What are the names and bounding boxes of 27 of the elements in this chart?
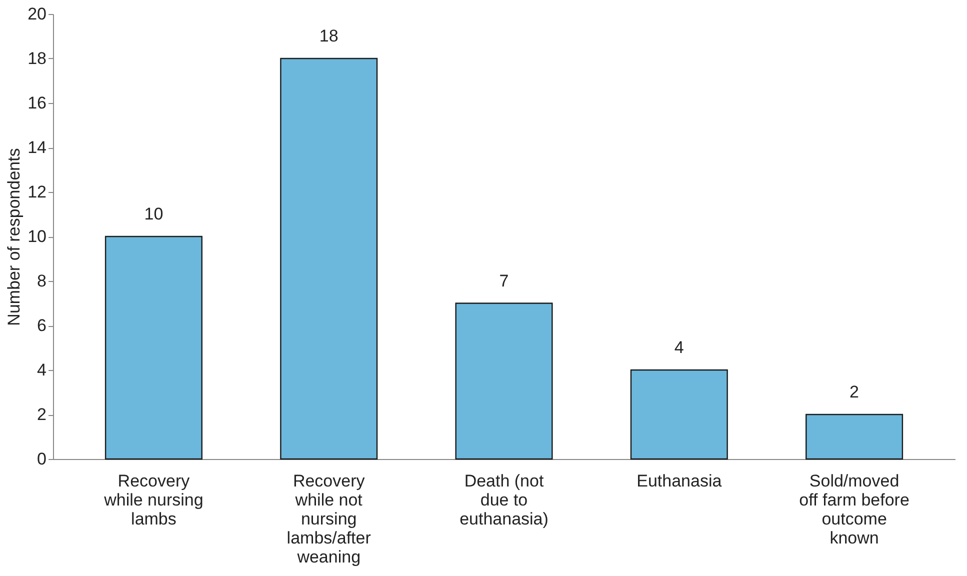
- data-label: 7: [499, 271, 509, 290]
- bar: [806, 414, 904, 460]
- y-tick-label: 14: [28, 138, 46, 157]
- x-tick-label: Euthanasia: [636, 472, 722, 490]
- data-label: 4: [674, 338, 684, 357]
- y-tick-label: 0: [37, 450, 46, 468]
- x-tick-label: Recovery while nursing lambs: [103, 472, 204, 528]
- y-tick-label: 20: [28, 4, 46, 24]
- y-tick-label: 4: [37, 360, 46, 380]
- data-label: 2: [850, 382, 860, 402]
- y-tick-label: 6: [37, 316, 46, 335]
- y-axis-title: Number of respondents: [4, 148, 24, 326]
- x-tick-label: Recovery while not nursing lambs/after weaning: [286, 472, 372, 566]
- data-label: 18: [319, 26, 338, 46]
- y-tick-label: 12: [28, 182, 46, 202]
- bar: [630, 369, 728, 460]
- x-tick-label: Sold/moved off farm before outcome known: [799, 472, 910, 548]
- x-tick-label: Death (not due to euthanasia): [460, 472, 548, 528]
- bar: [280, 58, 378, 460]
- data-label: 10: [144, 204, 164, 224]
- y-tick-label: 18: [28, 49, 46, 68]
- y-tick-label: 16: [28, 94, 46, 112]
- y-tick-label: 10: [28, 227, 46, 246]
- bar: [455, 302, 553, 460]
- y-tick-label: 2: [37, 405, 46, 424]
- y-tick-label: 8: [37, 272, 46, 290]
- bar: [104, 236, 202, 460]
